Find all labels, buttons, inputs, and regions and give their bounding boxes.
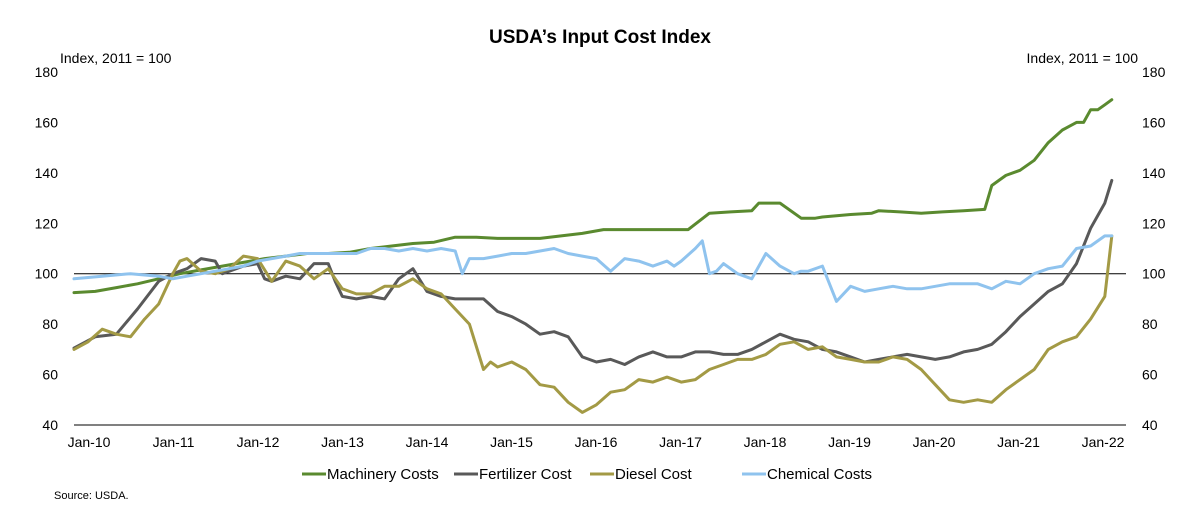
series-line-diesel-cost: [72, 234, 1114, 414]
x-axis: Jan-10 Jan-11 Jan-12 Jan-13 Jan-14 Jan-15 Jan-…: [68, 434, 1125, 450]
legend-item-fertilizer-cost: Fertilizer Cost: [454, 466, 572, 483]
chart-title: USDA’s Input Cost Index: [489, 27, 711, 48]
source-note: Source: USDA.: [54, 490, 129, 502]
x-tick-label: Jan-12: [237, 434, 280, 450]
right-y-tick-label: 40: [1142, 417, 1158, 433]
series-line-machinery-costs: [72, 98, 1114, 295]
x-tick-label: Jan-18: [744, 434, 787, 450]
right-y-tick-label: 100: [1142, 266, 1166, 282]
legend-label: Machinery Costs: [327, 466, 439, 483]
left-y-tick-label: 60: [42, 367, 58, 383]
left-axis-unit-label: Index, 2011 = 100: [60, 50, 172, 66]
left-y-tick-label: 80: [42, 316, 58, 332]
left-y-tick-label: 180: [35, 64, 59, 80]
x-tick-label: Jan-22: [1082, 434, 1125, 450]
legend-item-diesel-cost: Diesel Cost: [590, 466, 693, 483]
right-y-tick-label: 180: [1142, 64, 1166, 80]
x-tick-label: Jan-20: [913, 434, 956, 450]
right-y-tick-label: 80: [1142, 316, 1158, 332]
legend-item-machinery-costs: Machinery Costs: [302, 466, 439, 483]
right-y-tick-label: 60: [1142, 367, 1158, 383]
right-y-tick-label: 120: [1142, 215, 1166, 231]
right-y-tick-label: 140: [1142, 165, 1166, 181]
left-y-tick-label: 100: [35, 266, 59, 282]
left-y-tick-label: 120: [35, 215, 59, 231]
left-y-tick-label: 40: [42, 417, 58, 433]
x-tick-label: Jan-21: [997, 434, 1040, 450]
x-tick-label: Jan-15: [490, 434, 533, 450]
x-tick-label: Jan-11: [153, 434, 195, 450]
x-tick-label: Jan-16: [575, 434, 618, 450]
right-axis-unit-label: Index, 2011 = 100: [1027, 50, 1139, 66]
x-tick-label: Jan-19: [828, 434, 871, 450]
x-tick-label: Jan-10: [68, 434, 111, 450]
x-tick-label: Jan-13: [321, 434, 364, 450]
legend-label: Diesel Cost: [615, 466, 693, 483]
legend: Machinery Costs Fertilizer Cost Diesel Cos…: [302, 466, 872, 483]
left-y-tick-label: 140: [35, 165, 59, 181]
series-lines: [72, 98, 1114, 414]
x-tick-label: Jan-14: [406, 434, 449, 450]
x-tick-label: Jan-17: [659, 434, 702, 450]
legend-label: Fertilizer Cost: [479, 466, 572, 483]
right-y-tick-label: 160: [1142, 114, 1166, 130]
left-y-axis: 40 60 80 100 120 140 160 180: [35, 64, 59, 433]
legend-item-chemical-costs: Chemical Costs: [742, 466, 872, 483]
right-y-axis: 40 60 80 100 120 140 160 180: [1142, 64, 1166, 433]
series-line-chemical-costs: [72, 234, 1114, 303]
left-y-tick-label: 160: [35, 114, 59, 130]
legend-label: Chemical Costs: [767, 466, 872, 483]
series-line-fertilizer-cost: [72, 178, 1114, 366]
